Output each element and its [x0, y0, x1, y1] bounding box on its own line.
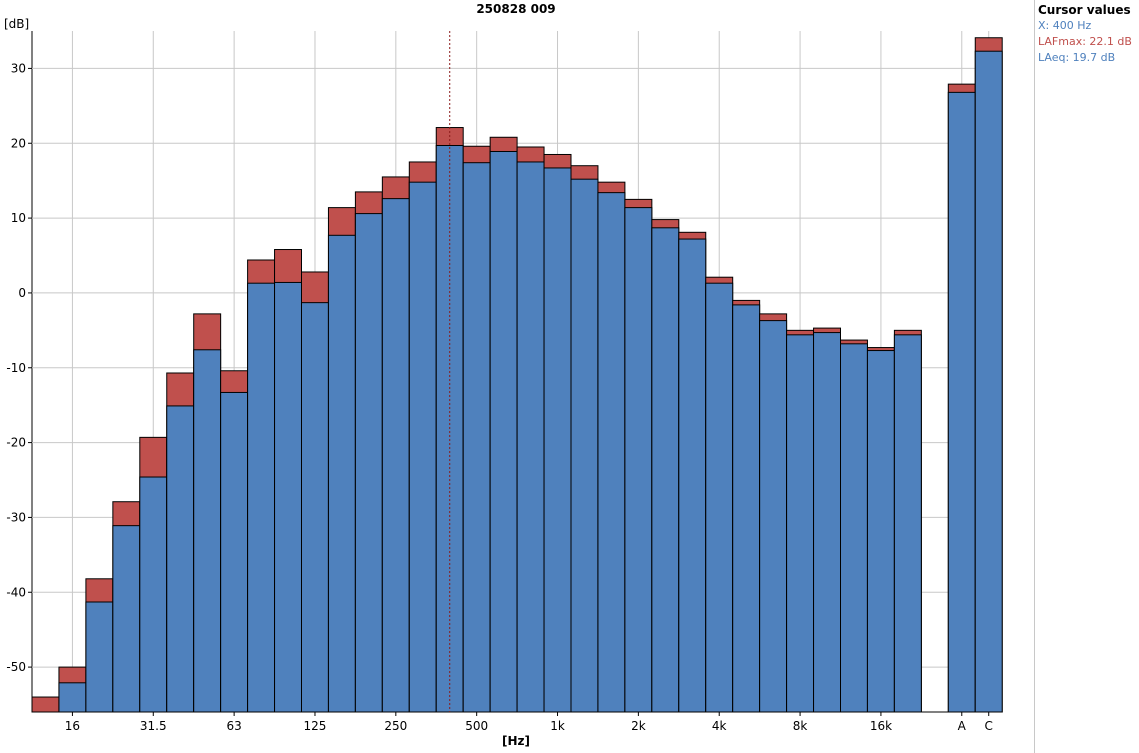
bar-laeq-16[interactable]	[58, 682, 87, 713]
cursor-laeq-value: LAeq: 19.7 dB	[1038, 51, 1116, 64]
x-tick-label: 16	[65, 719, 80, 733]
bar-laeq-3.15k[interactable]	[678, 238, 707, 713]
bar-laeq-8k[interactable]	[786, 334, 815, 713]
spectrum-chart[interactable]: 250828 009 [dB] [Hz] 30 20 10 0 -10 -20 -30 -40…	[0, 0, 1034, 753]
bar-laeq-100[interactable]	[274, 281, 302, 713]
y-tick-label: 30	[11, 61, 26, 75]
x-tick-label: A	[958, 719, 967, 733]
bar-laeq-50[interactable]	[193, 349, 222, 713]
x-tick-label: 2k	[631, 719, 646, 733]
bar-laeq-16k[interactable]	[866, 350, 895, 713]
x-tick-label: 250	[384, 719, 407, 733]
bar-laeq-31.5[interactable]	[139, 476, 168, 713]
cursor-x-value: X: 400 Hz	[1038, 19, 1092, 32]
cursor-values-title: Cursor values	[1038, 3, 1131, 17]
bar-laeq-10k[interactable]	[813, 332, 841, 713]
bar-laeq-1.25k[interactable]	[570, 178, 599, 713]
bar-laeq-800[interactable]	[516, 161, 545, 713]
y-tick-label: 0	[18, 286, 26, 300]
bar-laeq-315[interactable]	[408, 181, 437, 713]
bar-laeq-40[interactable]	[166, 405, 195, 713]
bar-laeq-630[interactable]	[489, 150, 518, 713]
x-tick-label: 16k	[870, 719, 892, 733]
x-tick-label: 8k	[793, 719, 808, 733]
bar-laeq-125[interactable]	[301, 302, 329, 713]
bar-laeq-20k[interactable]	[893, 334, 922, 713]
bar-laeq-4k[interactable]	[705, 282, 734, 713]
bar-laeq-2k[interactable]	[624, 207, 653, 713]
bar-laeq-80[interactable]	[247, 282, 276, 713]
bar-laeq-250[interactable]	[381, 198, 410, 713]
bar-lafmax-12.5[interactable]	[31, 696, 60, 713]
bar-laeq-500[interactable]	[462, 162, 491, 713]
y-tick-label: -10	[6, 361, 26, 375]
y-tick-label: -30	[6, 510, 26, 524]
bar-laeq-C[interactable]	[974, 50, 1003, 713]
x-tick-label: 125	[304, 719, 327, 733]
chart-title: 250828 009	[476, 2, 555, 16]
y-tick-label: -50	[6, 660, 26, 674]
y-tick-label: -20	[6, 436, 26, 450]
bar-laeq-A[interactable]	[947, 91, 976, 713]
bar-laeq-200[interactable]	[354, 213, 383, 713]
bar-laeq-6.3k[interactable]	[759, 320, 788, 713]
bar-laeq-25[interactable]	[112, 525, 141, 713]
x-tick-label: 1k	[550, 719, 565, 733]
bar-laeq-1.6k[interactable]	[597, 192, 626, 713]
x-tick-label: C	[985, 719, 993, 733]
x-tick-label: 4k	[712, 719, 727, 733]
x-tick-label: 500	[465, 719, 488, 733]
cursor-lafmax-value: LAFmax: 22.1 dB	[1038, 35, 1132, 48]
bar-laeq-5k[interactable]	[732, 304, 761, 713]
y-tick-label: -40	[6, 585, 26, 599]
y-tick-label: 20	[11, 136, 26, 150]
x-tick-label: 63	[226, 719, 241, 733]
bar-laeq-20[interactable]	[85, 601, 114, 713]
bar-laeq-12.5k[interactable]	[840, 343, 868, 713]
bar-laeq-1k[interactable]	[543, 167, 572, 713]
x-axis-label: [Hz]	[502, 734, 530, 748]
bar-laeq-2.5k[interactable]	[651, 227, 680, 713]
y-axis-label: [dB]	[4, 17, 29, 31]
cursor-values-panel: Cursor values X: 400 Hz LAFmax: 22.1 dB …	[1034, 0, 1139, 753]
bar-laeq-63[interactable]	[220, 391, 249, 713]
y-tick-label: 10	[11, 211, 26, 225]
bar-laeq-160[interactable]	[327, 234, 356, 713]
x-tick-label: 31.5	[140, 719, 167, 733]
